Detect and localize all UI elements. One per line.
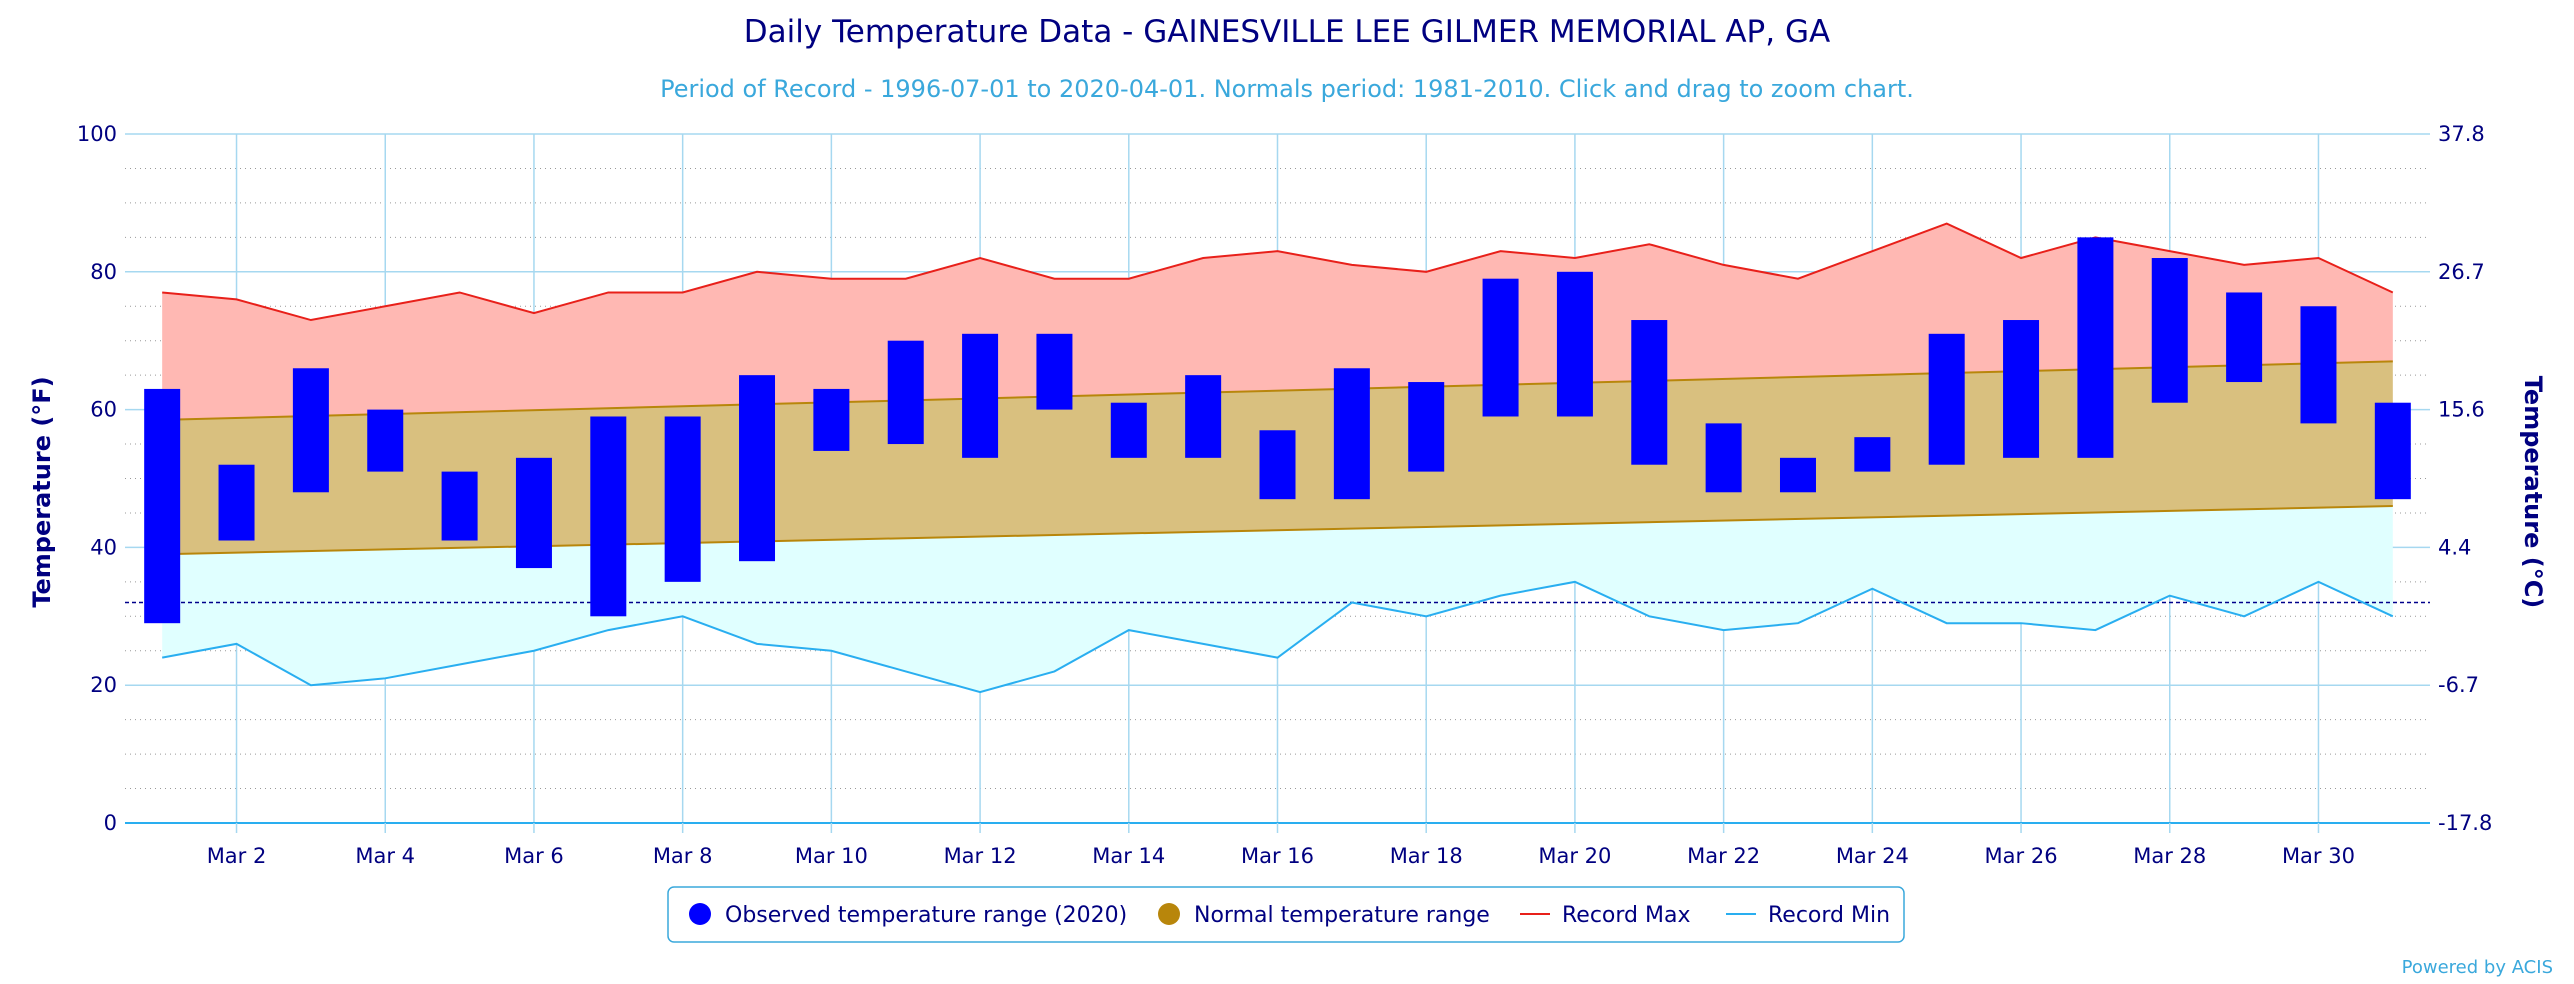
observed-range-bar xyxy=(1928,333,1965,465)
legend-record-max-label: Record Max xyxy=(1562,903,1691,928)
observed-range-bar xyxy=(1556,271,1593,417)
x-tick-label: Mar 2 xyxy=(207,844,267,868)
observed-range-bar xyxy=(1854,437,1891,472)
x-tick-label: Mar 26 xyxy=(1985,844,2058,868)
observed-range-bar xyxy=(1779,457,1816,493)
legend-item-record-max[interactable]: Record Max xyxy=(1520,903,1691,928)
y-tick-label-left: 0 xyxy=(104,811,117,835)
y-tick-label-right: 26.7 xyxy=(2438,260,2485,284)
observed-range-bar xyxy=(962,333,999,458)
x-tick-label: Mar 24 xyxy=(1836,844,1909,868)
observed-range-bar xyxy=(590,416,627,617)
observed-range-bar xyxy=(367,409,404,472)
legend-observed-marker xyxy=(689,903,711,925)
observed-range-bar xyxy=(144,388,181,624)
observed-range-bar xyxy=(1110,402,1147,458)
legend-item-normal[interactable]: Normal temperature range xyxy=(1158,903,1490,928)
x-tick-label: Mar 10 xyxy=(795,844,868,868)
observed-range-bar xyxy=(292,368,329,493)
observed-range-bar xyxy=(2374,402,2411,500)
observed-range-bar xyxy=(739,375,776,562)
observed-range-bar xyxy=(1259,430,1296,500)
observed-range-bar xyxy=(1631,320,1668,465)
record-min-line xyxy=(161,580,2394,694)
chart-subtitle: Period of Record - 1996-07-01 to 2020-04… xyxy=(660,75,1914,103)
x-tick-label: Mar 4 xyxy=(355,844,415,868)
credit-link[interactable]: Powered by ACIS xyxy=(2402,957,2553,978)
legend-observed-label: Observed temperature range (2020) xyxy=(725,903,1127,928)
legend-record-min-label: Record Min xyxy=(1768,903,1890,928)
observed-range-bar xyxy=(2077,237,2114,458)
x-tick-label: Mar 22 xyxy=(1687,844,1760,868)
observed-range-bar xyxy=(1705,423,1742,493)
observed-range-bar xyxy=(2151,258,2188,403)
y-axis-title-left: Temperature (°F) xyxy=(28,376,56,607)
observed-range-bar xyxy=(515,457,552,569)
x-tick-label: Mar 16 xyxy=(1241,844,1314,868)
x-tick-label: Mar 28 xyxy=(2133,844,2206,868)
legend-normal-marker xyxy=(1158,903,1180,925)
y-tick-label-right: -6.7 xyxy=(2438,673,2479,697)
y-tick-label-right: 4.4 xyxy=(2438,535,2471,559)
observed-range-bar xyxy=(1333,368,1370,500)
observed-range-bar xyxy=(2226,292,2263,383)
legend: Observed temperature range (2020) Normal… xyxy=(667,886,1905,943)
axes: Mar 2 Mar 4 Mar 6 Mar 8 Mar 10 Mar 12 Mar 14 Ma… xyxy=(77,122,2492,868)
legend-item-record-min[interactable]: Record Min xyxy=(1726,903,1890,928)
observed-range-bar xyxy=(2300,306,2337,424)
x-tick-label: Mar 6 xyxy=(504,844,564,868)
record-min-band xyxy=(162,506,2393,693)
observed-range-bar xyxy=(218,464,255,541)
observed-range-bar xyxy=(1408,382,1445,472)
y-tick-label-right: 15.6 xyxy=(2438,398,2485,422)
legend-box xyxy=(667,886,1905,943)
y-tick-label-right: -17.8 xyxy=(2438,811,2492,835)
y-axis-title-right: Temperature (°C) xyxy=(2519,376,2547,609)
legend-item-observed[interactable]: Observed temperature range (2020) xyxy=(689,903,1127,928)
observed-range-bar xyxy=(664,416,701,582)
y-tick-label-left: 80 xyxy=(90,260,117,284)
y-tick-label-left: 60 xyxy=(90,398,117,422)
x-tick-label: Mar 18 xyxy=(1390,844,1463,868)
y-tick-label-left: 100 xyxy=(77,122,117,146)
record-max-line xyxy=(162,222,2394,322)
y-tick-label-left: 20 xyxy=(90,673,117,697)
observed-range-bar xyxy=(1482,278,1519,417)
record-max-band xyxy=(162,223,2393,420)
x-tick-label: Mar 20 xyxy=(1538,844,1611,868)
observed-range-bar xyxy=(2003,320,2040,458)
observed-range-bar xyxy=(887,340,924,445)
chart-title: Daily Temperature Data - GAINESVILLE LEE… xyxy=(744,14,1830,50)
observed-range-bar xyxy=(813,388,850,451)
observed-range-bar xyxy=(1185,375,1222,458)
x-tick-label: Mar 12 xyxy=(944,844,1017,868)
x-tick-label: Mar 14 xyxy=(1092,844,1165,868)
y-tick-label-left: 40 xyxy=(90,535,117,559)
y-tick-label-right: 37.8 xyxy=(2438,122,2485,146)
x-tick-label: Mar 30 xyxy=(2282,844,2355,868)
observed-bars xyxy=(144,237,2411,624)
legend-normal-label: Normal temperature range xyxy=(1194,903,1490,928)
observed-range-bar xyxy=(1036,333,1073,410)
observed-range-bar xyxy=(441,471,478,541)
x-tick-label: Mar 8 xyxy=(653,844,713,868)
